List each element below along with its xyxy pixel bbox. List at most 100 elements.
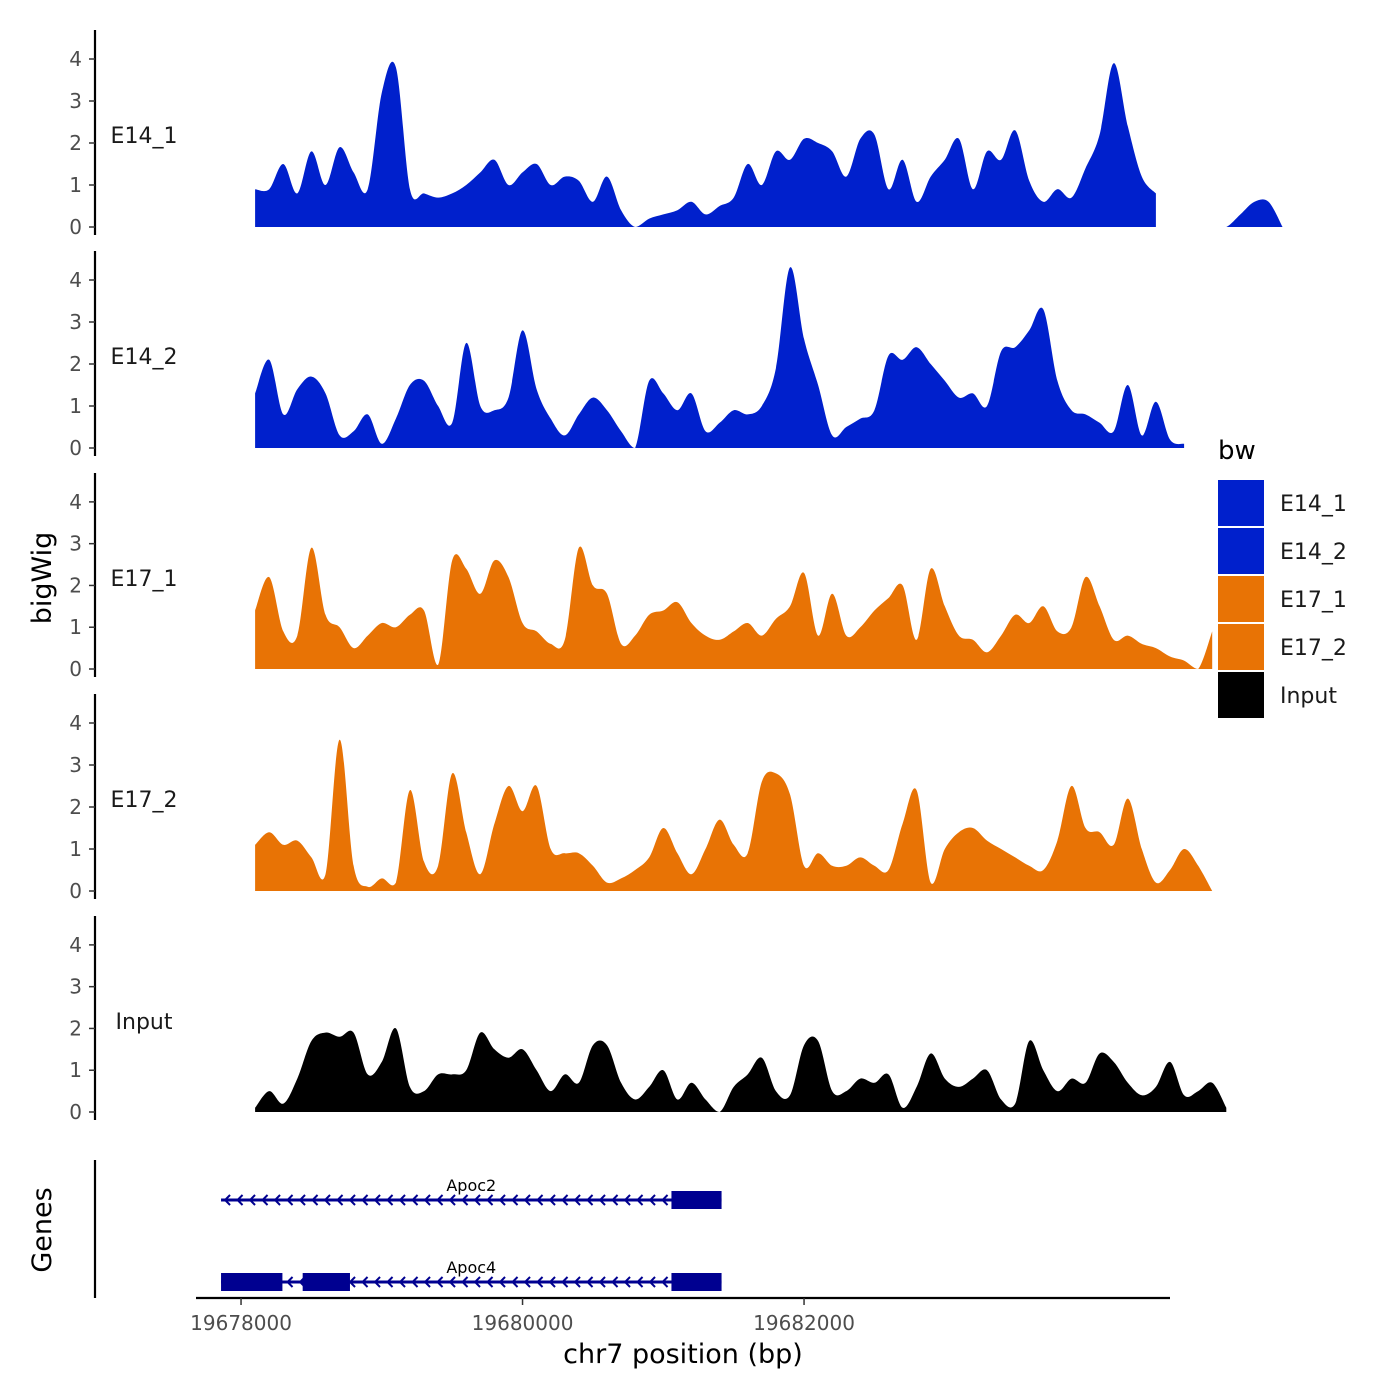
strand-arrow [561, 1276, 569, 1288]
gene-exon [302, 1273, 350, 1291]
strand-arrow [623, 1276, 631, 1288]
strand-arrow [573, 1194, 581, 1206]
strand-arrow [473, 1276, 481, 1288]
y-tick-label: 3 [69, 89, 82, 113]
y-tick-label: 2 [69, 131, 82, 155]
strand-arrow [436, 1194, 444, 1206]
strand-arrow [523, 1276, 531, 1288]
y-tick-label: 3 [69, 975, 82, 999]
strand-arrow [498, 1194, 506, 1206]
y-tick-label: 0 [69, 657, 82, 681]
strand-arrow [561, 1194, 569, 1206]
gene-label: Apoc4 [446, 1258, 496, 1277]
strand-arrow [286, 1194, 294, 1206]
track-label: Input [116, 1010, 173, 1035]
track-label: E17_1 [111, 567, 178, 592]
legend-label: Input [1280, 684, 1337, 709]
legend-swatch [1218, 480, 1264, 526]
strand-arrow [461, 1194, 469, 1206]
track-e17-1: 0 1 2 3 4 E17_1 [69, 473, 1213, 681]
y-tick-label: 1 [69, 173, 82, 197]
strand-arrow [373, 1276, 381, 1288]
coverage-area [255, 1028, 1227, 1112]
strand-arrow [523, 1194, 531, 1206]
strand-arrow [236, 1194, 244, 1206]
coverage-tracks: 0 1 2 3 4 E14_1 0 1 2 3 4 E14_2 0 1 2 3 4 E17_1 0 1 2 3 4 E17_2… [69, 30, 1283, 1124]
y-tick-label: 4 [69, 490, 82, 514]
y-tick-label: 1 [69, 1058, 82, 1082]
strand-arrow [473, 1194, 481, 1206]
y-tick-label: 2 [69, 1016, 82, 1040]
legend: bw E14_1 E14_2 E17_1 E17_2 Input [1218, 436, 1347, 718]
strand-arrow [448, 1194, 456, 1206]
strand-arrow [311, 1194, 319, 1206]
strand-arrow [661, 1194, 669, 1206]
y-tick-label: 0 [69, 215, 82, 239]
strand-arrow [398, 1194, 406, 1206]
y-tick-label: 2 [69, 573, 82, 597]
y-tick-label: 2 [69, 352, 82, 376]
legend-swatch [1218, 528, 1264, 574]
coverage-area [255, 267, 1185, 448]
strand-arrow [336, 1194, 344, 1206]
strand-arrow [348, 1276, 356, 1288]
track-e14-2: 0 1 2 3 4 E14_2 [69, 251, 1185, 460]
strand-arrow [386, 1276, 394, 1288]
track-e14-1: 0 1 2 3 4 E14_1 [69, 30, 1283, 239]
strand-arrow [261, 1194, 269, 1206]
legend-item-e14-2: E14_2 [1218, 528, 1347, 574]
y-tick-label: 0 [69, 879, 82, 903]
strand-arrow [223, 1194, 231, 1206]
strand-arrow [398, 1276, 406, 1288]
legend-item-input: Input [1218, 672, 1337, 718]
y-tick-label: 0 [69, 436, 82, 460]
strand-arrow [448, 1276, 456, 1288]
x-tick-label: 19678000 [190, 1311, 292, 1335]
gene-apoc4: Apoc4 [221, 1258, 722, 1291]
legend-label: E17_2 [1280, 636, 1347, 661]
y-tick-label: 1 [69, 615, 82, 639]
strand-arrow [361, 1194, 369, 1206]
strand-arrow [573, 1276, 581, 1288]
strand-arrow [461, 1276, 469, 1288]
genes-axis-title: Genes [27, 1187, 58, 1272]
legend-item-e14-1: E14_1 [1218, 480, 1347, 526]
strand-arrow [611, 1276, 619, 1288]
legend-label: E14_2 [1280, 540, 1347, 565]
strand-arrow [361, 1276, 369, 1288]
gene-exon [221, 1273, 283, 1291]
strand-arrow [611, 1194, 619, 1206]
y-tick-label: 4 [69, 933, 82, 957]
y-tick-label: 3 [69, 753, 82, 777]
legend-swatch [1218, 672, 1264, 718]
legend-label: E14_1 [1280, 492, 1347, 517]
strand-arrow [411, 1194, 419, 1206]
x-axis-title: chr7 position (bp) [563, 1339, 803, 1370]
track-e17-2: 0 1 2 3 4 E17_2 [69, 694, 1213, 903]
strand-arrow [423, 1194, 431, 1206]
strand-arrow [598, 1194, 606, 1206]
x-tick-label: 19680000 [472, 1311, 574, 1335]
gene-exon [671, 1191, 722, 1209]
strand-arrow [548, 1194, 556, 1206]
legend-label: E17_1 [1280, 588, 1347, 613]
y-tick-label: 1 [69, 837, 82, 861]
strand-arrow [486, 1276, 494, 1288]
strand-arrow [323, 1194, 331, 1206]
strand-arrow [511, 1194, 519, 1206]
x-tick-label: 19682000 [753, 1311, 855, 1335]
strand-arrow [598, 1276, 606, 1288]
strand-arrow [511, 1276, 519, 1288]
strand-arrow [411, 1276, 419, 1288]
y-axis-title: bigWig [27, 532, 58, 625]
strand-arrow [373, 1194, 381, 1206]
coverage-area [1198, 199, 1283, 227]
strand-arrow [636, 1194, 644, 1206]
strand-arrow [248, 1194, 256, 1206]
y-tick-label: 4 [69, 711, 82, 735]
x-axis: 19678000 19680000 19682000 [190, 1296, 1170, 1335]
gene-label: Apoc2 [446, 1176, 496, 1195]
strand-arrow [586, 1276, 594, 1288]
coverage-area [255, 546, 1213, 669]
